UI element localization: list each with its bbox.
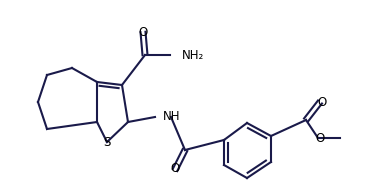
Text: O: O bbox=[170, 163, 180, 176]
Text: O: O bbox=[138, 25, 147, 39]
Text: O: O bbox=[316, 131, 325, 145]
Text: NH₂: NH₂ bbox=[182, 48, 204, 62]
Text: S: S bbox=[103, 136, 111, 148]
Text: O: O bbox=[317, 96, 327, 108]
Text: NH: NH bbox=[163, 110, 181, 122]
